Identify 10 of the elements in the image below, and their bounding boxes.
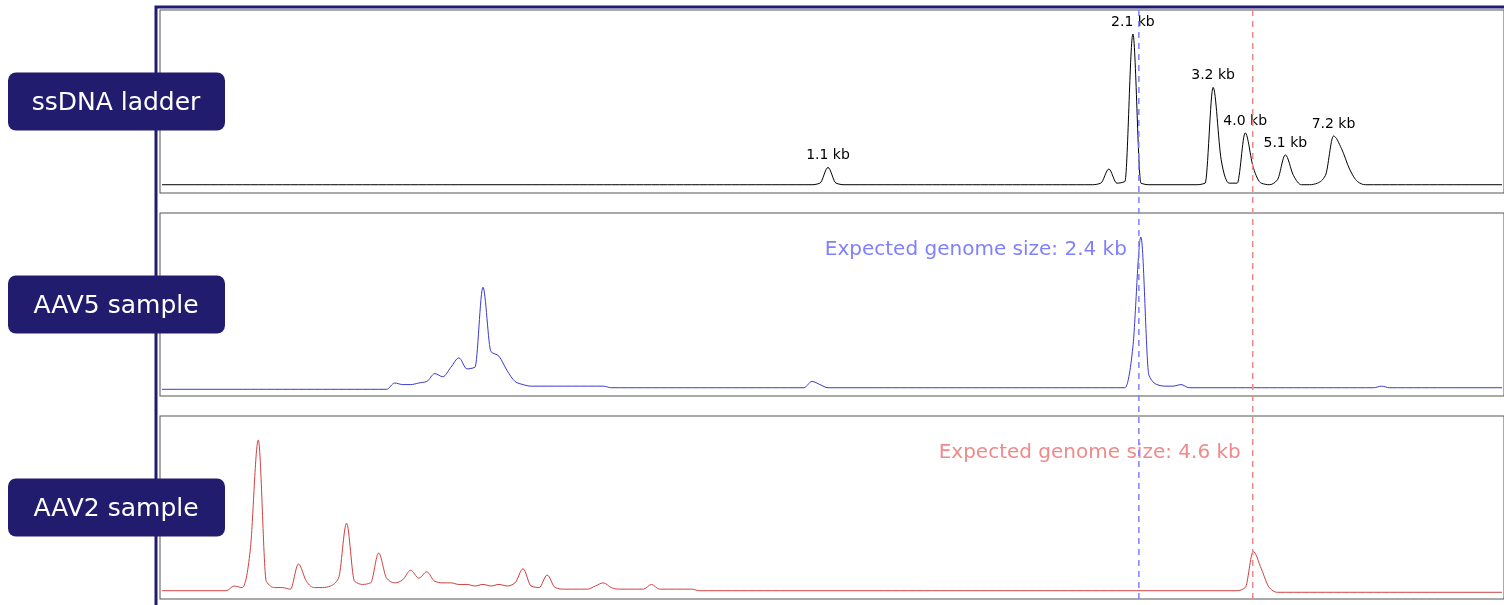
- annotation: 5.1 kb: [1263, 133, 1308, 150]
- annotation: 1.1 kb: [806, 146, 850, 163]
- text: AAV2 sample: [33, 492, 199, 522]
- annotation: 7.2 kb: [1311, 115, 1356, 132]
- annotation: 3.2 kb: [1191, 66, 1236, 83]
- annotation: 2.1 kb: [1111, 13, 1155, 29]
- annotation: Expected genome size: 4.6 kb: [938, 439, 1241, 463]
- annotation: Expected genome size: 2.4 kb: [824, 236, 1127, 260]
- text: ssDNA ladder: [31, 86, 202, 116]
- text: AAV5 sample: [33, 289, 199, 319]
